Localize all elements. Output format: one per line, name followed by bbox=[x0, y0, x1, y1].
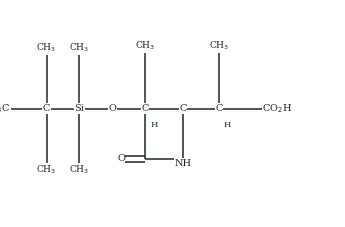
Text: CH3: CH3 bbox=[135, 43, 155, 52]
Text: CO$_2$H: CO$_2$H bbox=[262, 103, 293, 115]
Text: C: C bbox=[141, 104, 149, 114]
Text: CO2H: CO2H bbox=[262, 104, 293, 114]
Text: O: O bbox=[117, 154, 125, 163]
Text: CH$_3$: CH$_3$ bbox=[135, 40, 155, 52]
Text: CH3: CH3 bbox=[69, 163, 90, 173]
Text: C: C bbox=[141, 104, 149, 114]
Text: CH3: CH3 bbox=[209, 43, 229, 52]
Text: CH$_3$: CH$_3$ bbox=[37, 42, 57, 54]
Text: NH: NH bbox=[174, 159, 191, 168]
Text: C: C bbox=[215, 104, 223, 114]
Text: NH: NH bbox=[175, 159, 191, 169]
Text: O: O bbox=[117, 154, 125, 164]
Text: CH3: CH3 bbox=[36, 45, 57, 54]
Text: CH3: CH3 bbox=[69, 45, 90, 54]
Text: H: H bbox=[150, 121, 158, 129]
Text: H: H bbox=[224, 121, 231, 129]
Text: CH$_3$: CH$_3$ bbox=[69, 42, 89, 54]
Text: CH$_3$: CH$_3$ bbox=[69, 163, 89, 176]
Text: CH3: CH3 bbox=[36, 163, 57, 173]
Text: C: C bbox=[179, 104, 187, 114]
Text: C: C bbox=[179, 104, 187, 114]
Text: C: C bbox=[43, 104, 50, 114]
Text: H$_3$C: H$_3$C bbox=[0, 103, 10, 115]
Text: CH$_3$: CH$_3$ bbox=[209, 40, 229, 52]
Text: C: C bbox=[43, 104, 50, 114]
Text: Si: Si bbox=[74, 104, 85, 114]
Text: CH$_3$: CH$_3$ bbox=[37, 163, 57, 176]
Text: Si: Si bbox=[75, 104, 84, 114]
Text: C: C bbox=[215, 104, 223, 114]
Text: O: O bbox=[108, 104, 116, 114]
Text: O: O bbox=[108, 104, 116, 114]
Text: H3C: H3C bbox=[0, 104, 10, 114]
